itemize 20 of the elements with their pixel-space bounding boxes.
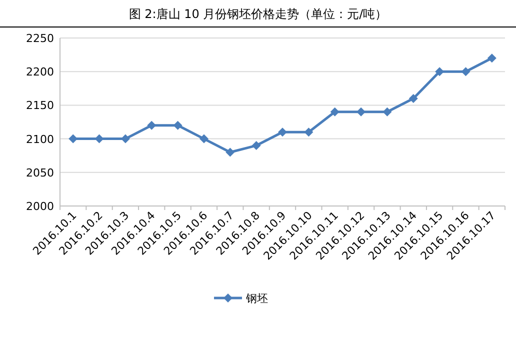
point xyxy=(330,107,340,116)
y-tick-label: 2050 xyxy=(26,166,54,180)
y-tick-label: 2000 xyxy=(26,200,54,213)
title: 图 2:唐山 10 月份钢坯价格走势（单位：元/吨） xyxy=(128,7,388,21)
y-tick-label: 2200 xyxy=(26,66,54,79)
point xyxy=(173,120,182,130)
y-tick-label: 2100 xyxy=(26,132,54,146)
point xyxy=(382,107,392,116)
point xyxy=(487,54,496,63)
point xyxy=(199,134,208,144)
point xyxy=(461,67,470,76)
point xyxy=(226,148,235,157)
legend-label: 钢坯 xyxy=(245,292,268,305)
y-tick-label: 2250 xyxy=(26,32,54,45)
point xyxy=(304,128,314,137)
y-tick-label: 2150 xyxy=(26,99,54,112)
point xyxy=(147,120,156,130)
point xyxy=(408,94,418,103)
point xyxy=(278,128,287,137)
point xyxy=(252,141,261,150)
